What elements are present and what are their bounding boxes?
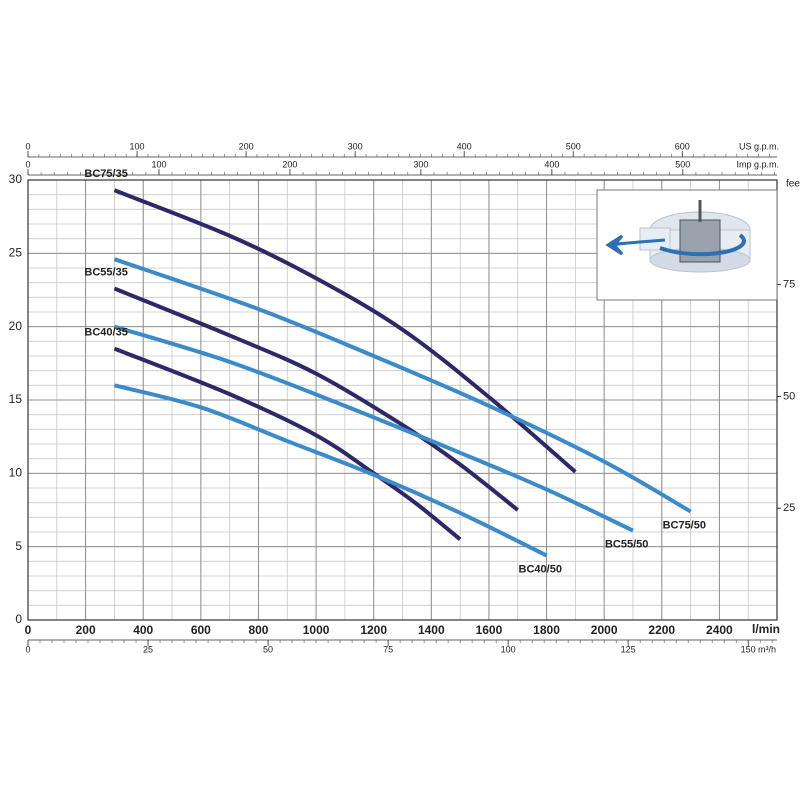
extra-axis-label: m³/h — [758, 644, 776, 654]
x-tick-label: 1600 — [476, 623, 503, 637]
extra-tick-label: 500 — [566, 141, 581, 151]
y-tick-label: 30 — [9, 172, 23, 186]
extra-tick-label: 0 — [25, 159, 30, 169]
x-tick-label: 200 — [76, 623, 96, 637]
flow-arrow — [659, 233, 746, 257]
x-tick-label: 2400 — [706, 623, 733, 637]
extra-tick-label: 300 — [348, 141, 363, 151]
curve-label: BC40/50 — [519, 563, 562, 575]
flow-arrow-head — [605, 234, 666, 256]
extra-tick-label: 50 — [263, 644, 273, 654]
curves: BC75/35 BC75/50 BC55/35 BC55/50 BC40/35 BC40/… — [84, 168, 706, 575]
y-tick-label: 20 — [9, 319, 23, 333]
y2-tick-label: 50 — [783, 390, 795, 402]
x-tick-label: 2000 — [591, 623, 618, 637]
extra-tick-label: 100 — [151, 159, 166, 169]
pump-curve — [113, 286, 519, 512]
curve-label: BC55/35 — [84, 266, 127, 278]
x-tick-label: 1800 — [533, 623, 560, 637]
extra-tick-label: 0 — [25, 141, 30, 151]
extra-tick-label: 400 — [544, 159, 559, 169]
x-tick-label: 800 — [248, 623, 268, 637]
y2-axis-label: feet — [786, 179, 800, 190]
pump-outlet — [639, 227, 671, 251]
x-tick-label: 1000 — [303, 623, 330, 637]
extra-axis-label: US g.p.m. — [739, 141, 779, 151]
extra-tick-label: 600 — [675, 141, 690, 151]
extra-tick-label: 75 — [383, 644, 393, 654]
extra-tick-label: 100 — [130, 141, 145, 151]
pump-curve — [113, 346, 462, 541]
extra-tick-label: 200 — [282, 159, 297, 169]
extra-tick-label: 400 — [457, 141, 472, 151]
x-tick-label: 600 — [191, 623, 211, 637]
curve-label: BC55/50 — [605, 538, 648, 550]
x-tick-label: 0 — [25, 623, 32, 637]
pump-curve — [113, 257, 692, 514]
y2-tick-label: 25 — [783, 502, 795, 514]
y-tick-label: 25 — [9, 246, 23, 260]
extra-tick-label: 200 — [239, 141, 254, 151]
y-tick-label: 5 — [15, 539, 22, 553]
extra-tick-label: 0 — [25, 644, 30, 654]
extra-tick-label: 25 — [143, 644, 153, 654]
extra-tick-label: 300 — [413, 159, 428, 169]
pump-curve — [113, 383, 548, 558]
extra-axis-label: Imp g.p.m. — [736, 159, 779, 169]
pump-curve — [113, 188, 577, 474]
y-tick-label: 10 — [9, 466, 23, 480]
extra-tick-label: 125 — [621, 644, 636, 654]
x-tick-label: 400 — [133, 623, 153, 637]
plot-frame — [27, 179, 778, 621]
x-tick-label: 1400 — [418, 623, 445, 637]
curve-label: BC75/35 — [84, 168, 127, 180]
axes: 0 200 400 600 800 1000 1200 1400 1600 1800 2000 220… — [9, 141, 800, 654]
x-tick-label: 1200 — [360, 623, 387, 637]
extra-tick-label: 500 — [675, 159, 690, 169]
x-tick-label: 2200 — [648, 623, 675, 637]
x-axis-label: l/min — [752, 622, 780, 636]
pump-curve — [113, 324, 634, 533]
extra-tick-label: 150 — [741, 644, 756, 654]
curve-label: BC40/35 — [84, 327, 127, 339]
y-tick-label: 0 — [15, 612, 22, 626]
curve-label: BC75/50 — [663, 519, 706, 531]
y2-tick-label: 75 — [783, 279, 795, 291]
inset — [596, 189, 778, 301]
y-tick-label: 15 — [9, 392, 23, 406]
extra-tick-label: 100 — [501, 644, 516, 654]
